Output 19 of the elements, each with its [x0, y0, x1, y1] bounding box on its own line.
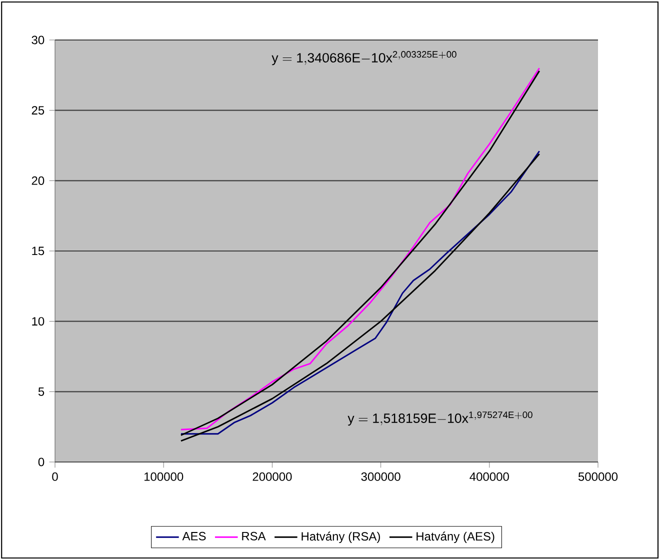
- annotation: $\mathrm{y = 1{,}340686E{-}10x^{2{,}003325E{+}00}}$: [272, 51, 456, 66]
- y-tick-label: 25: [32, 106, 44, 115]
- x-tick-label: 100000: [144, 472, 184, 481]
- x-tick-label: 200000: [252, 472, 292, 481]
- y-tick-label: 15: [32, 246, 44, 256]
- x-tick-label: 500000: [578, 472, 618, 481]
- y-tick-label: 0: [38, 458, 44, 466]
- x-tick-label: 300000: [361, 472, 400, 481]
- y-tick-label: 30: [32, 36, 44, 44]
- y-tick-label: 10: [32, 317, 44, 326]
- y-tick-label: 5: [38, 387, 44, 396]
- x-tick-label: 0: [52, 472, 58, 481]
- y-tick-label: 20: [32, 176, 44, 185]
- legend-label: Hatvány (RSA): [302, 532, 380, 544]
- legend-label: RSA: [242, 532, 266, 540]
- legend-label: AES: [182, 532, 206, 540]
- annotation: $\mathrm{y = 1{,}518159E{-}10x^{1{,}975274E{+}00}}$: [348, 412, 532, 426]
- x-tick-label: 400000: [470, 472, 509, 481]
- legend-label: Hatvány (AES): [416, 532, 494, 544]
